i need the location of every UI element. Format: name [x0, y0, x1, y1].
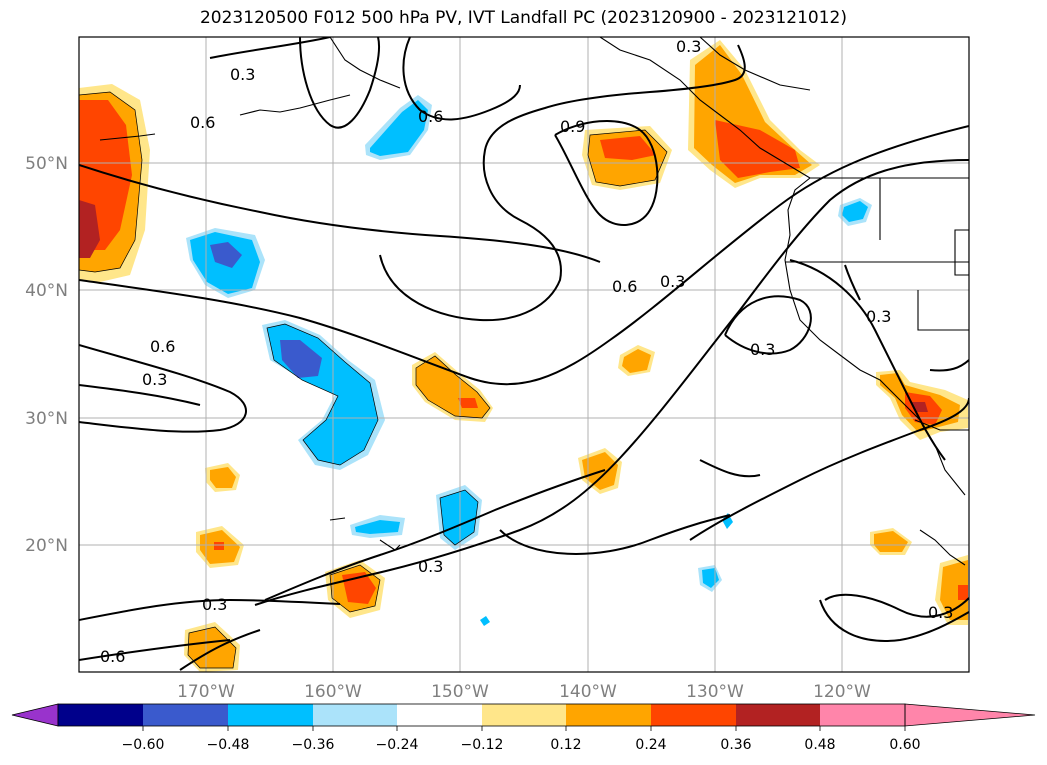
colorbar-tick: 0.36: [720, 737, 751, 753]
lon-label: 150°W: [431, 682, 489, 702]
colorbar-segment: [736, 704, 820, 726]
contour-label: 0.6: [150, 337, 175, 356]
lat-label: 40°N: [25, 281, 68, 301]
colorbar-segment: [566, 704, 651, 726]
coastlines: [99, 37, 969, 566]
colorbar-extend-high: [904, 703, 1036, 727]
negative-shading: [186, 95, 872, 626]
contour-labels: 0.3 0.6 0.6 0.9 0.3 0.6 0.3 0.6 0.3 0.3 …: [100, 37, 953, 666]
colorbar-tick: 0.12: [550, 737, 581, 753]
contour-label: 0.3: [660, 272, 685, 291]
lon-label: 120°W: [813, 682, 871, 702]
colorbar-segment: [58, 704, 143, 726]
colorbar-segment: [482, 704, 566, 726]
contour-label: 0.3: [676, 37, 701, 56]
colorbar-tick: −0.48: [207, 737, 250, 753]
lon-label: 130°W: [686, 682, 744, 702]
colorbar-tick: −0.60: [122, 737, 165, 753]
colorbar-tick: 0.60: [889, 737, 920, 753]
pv-contours: [79, 37, 969, 671]
colorbar-segment: [313, 704, 397, 726]
lon-label: 140°W: [559, 682, 617, 702]
shading-outlines: [79, 91, 668, 669]
contour-label: 0.6: [612, 277, 637, 296]
contour-label: 0.3: [750, 340, 775, 359]
lat-label: 20°N: [25, 536, 68, 556]
colorbar-segment: [820, 704, 905, 726]
colorbar-segment: [143, 704, 228, 726]
lon-label: 160°W: [304, 682, 362, 702]
longitude-labels: 170°W 160°W 150°W 140°W 130°W 120°W: [177, 682, 871, 702]
contour-label: 0.3: [418, 557, 443, 576]
colorbar-segment: [651, 704, 736, 726]
lon-label: 170°W: [177, 682, 235, 702]
map-title: 2023120500 F012 500 hPa PV, IVT Landfall…: [199, 8, 847, 28]
contour-label: 0.6: [190, 113, 215, 132]
lat-label: 30°N: [25, 409, 68, 429]
lat-label: 50°N: [25, 154, 68, 174]
contour-label: 0.9: [560, 117, 585, 136]
colorbar-extend-low: [11, 703, 59, 727]
colorbar-tick: −0.12: [461, 737, 504, 753]
map-background: [79, 37, 969, 672]
colorbar-tick: −0.36: [292, 737, 335, 753]
colorbar-segment: [228, 704, 313, 726]
colorbar-tick: 0.24: [635, 737, 666, 753]
latitude-labels: 50°N 40°N 30°N 20°N: [25, 154, 68, 556]
contour-label: 0.3: [928, 603, 953, 622]
contour-label: 0.3: [142, 370, 167, 389]
colorbar: −0.60 −0.48 −0.36 −0.24 −0.12 0.12 0.24 …: [11, 703, 1036, 753]
contour-label: 0.6: [418, 107, 443, 126]
colorbar-tick: 0.48: [804, 737, 835, 753]
colorbar-frame: [57, 703, 906, 727]
colorbar-segment: [397, 704, 482, 726]
contour-label: 0.3: [230, 65, 255, 84]
contour-label: 0.6: [100, 647, 125, 666]
contour-label: 0.3: [202, 595, 227, 614]
contour-label: 0.3: [866, 307, 891, 326]
colorbar-tick: −0.24: [376, 737, 419, 753]
map-frame: [78, 36, 970, 673]
